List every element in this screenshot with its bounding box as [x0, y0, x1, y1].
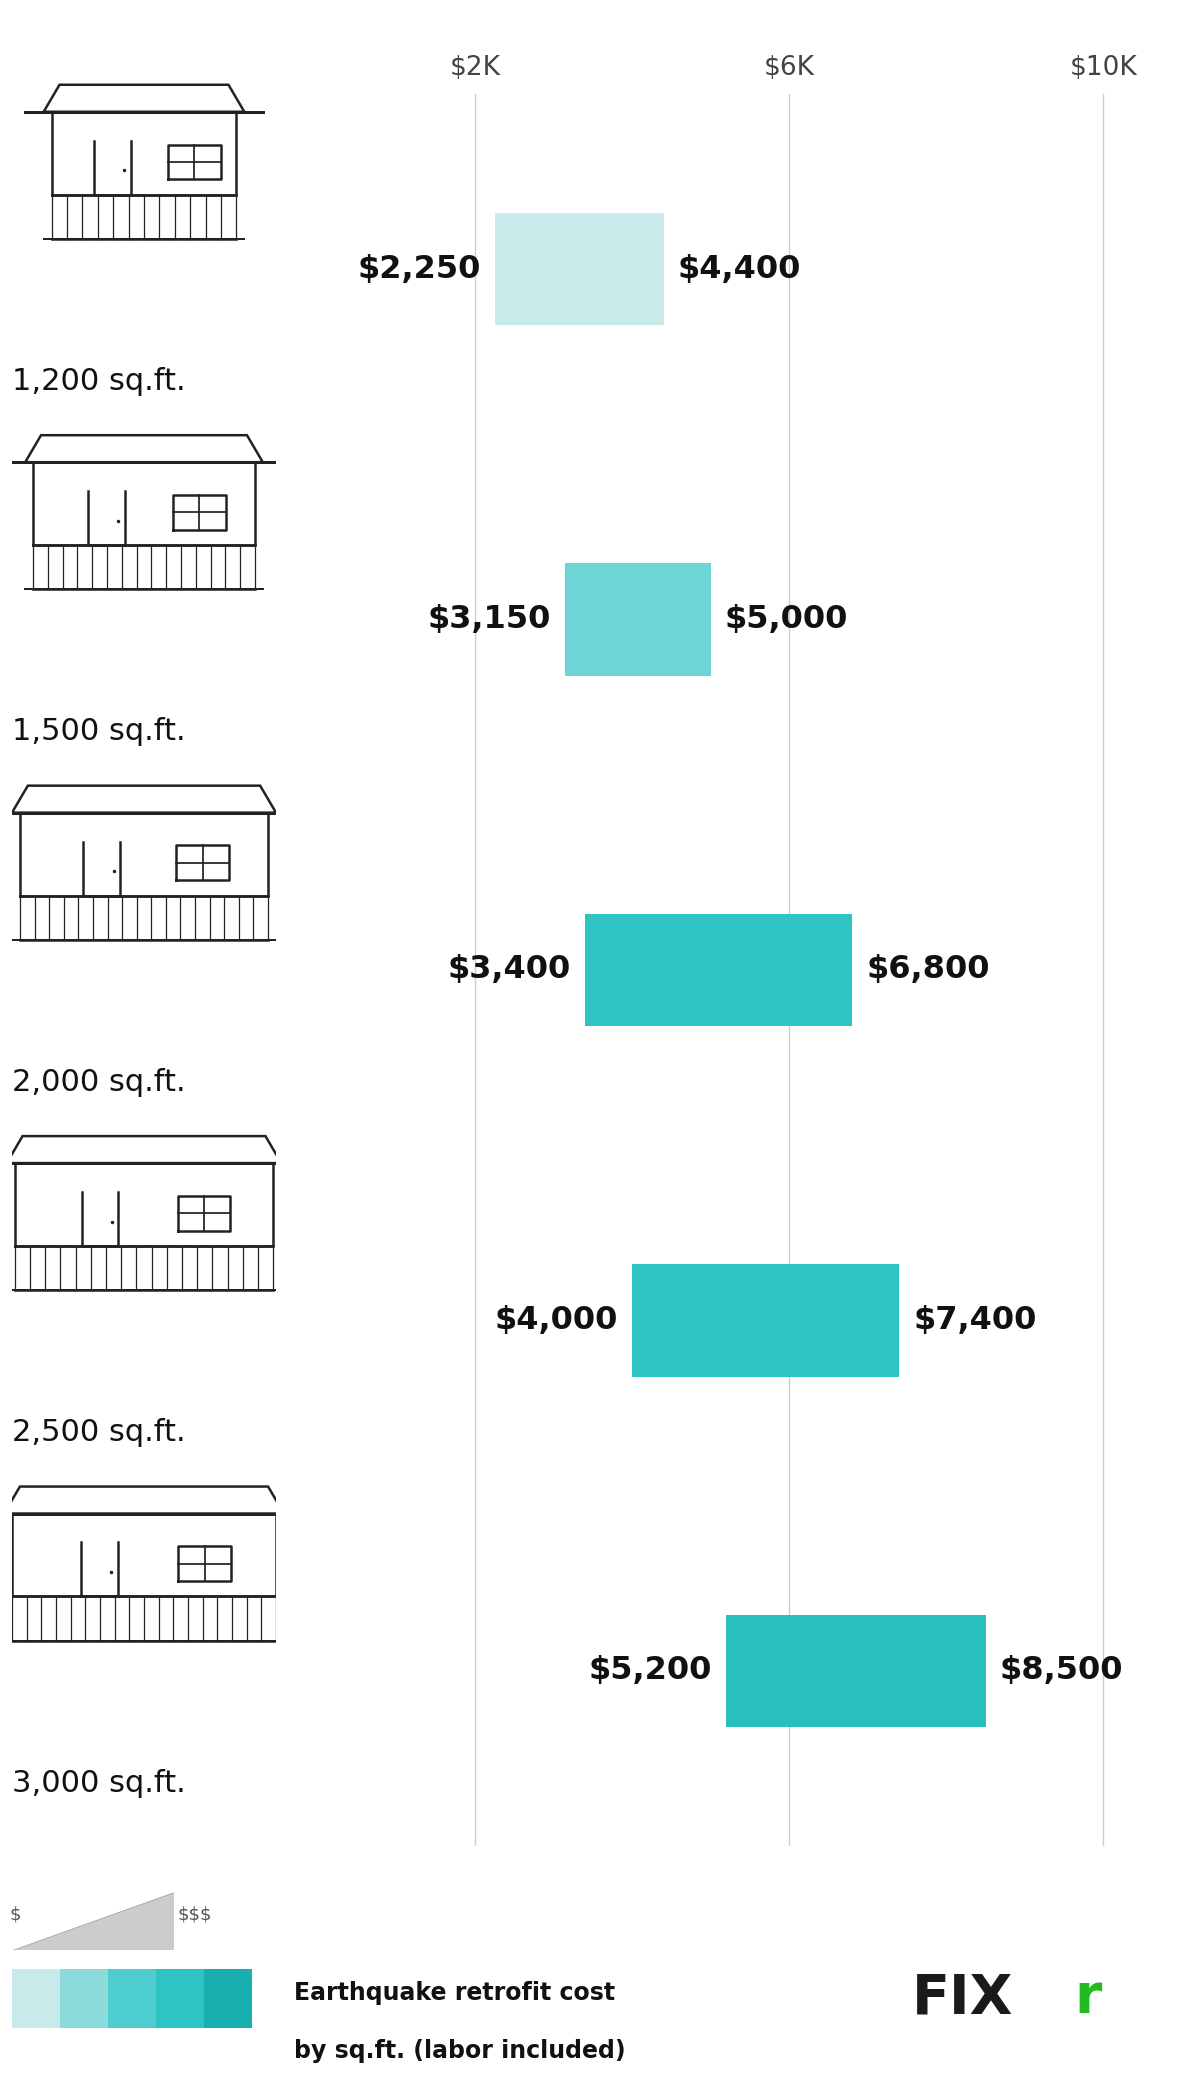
Text: $4,000: $4,000: [494, 1306, 618, 1335]
Text: $8,500: $8,500: [1000, 1656, 1123, 1685]
Polygon shape: [43, 86, 245, 113]
Bar: [586, 914, 852, 1026]
Text: $6,800: $6,800: [866, 955, 990, 985]
Polygon shape: [25, 436, 263, 463]
Text: FIX: FIX: [912, 1971, 1013, 2026]
Polygon shape: [7, 1137, 281, 1164]
Text: 2,500 sq.ft.: 2,500 sq.ft.: [12, 1418, 186, 1448]
Polygon shape: [4, 1487, 284, 1514]
Polygon shape: [12, 786, 276, 814]
Text: $7,400: $7,400: [913, 1306, 1037, 1335]
Text: $6K: $6K: [763, 56, 815, 81]
Text: $2K: $2K: [450, 56, 500, 81]
Text: r: r: [1074, 1971, 1102, 2026]
Text: $$$: $$$: [178, 1907, 212, 1923]
Text: $4,400: $4,400: [678, 254, 802, 284]
Text: $3,150: $3,150: [428, 605, 551, 634]
Text: 1,500 sq.ft.: 1,500 sq.ft.: [12, 718, 186, 747]
Text: $2,250: $2,250: [358, 254, 480, 284]
Text: 1,200 sq.ft.: 1,200 sq.ft.: [12, 367, 186, 396]
Text: $3,400: $3,400: [448, 955, 571, 985]
Text: by sq.ft. (labor included): by sq.ft. (labor included): [294, 2038, 625, 2063]
Text: $10K: $10K: [1069, 56, 1138, 81]
Bar: [565, 563, 710, 676]
Text: 2,000 sq.ft.: 2,000 sq.ft.: [12, 1068, 186, 1097]
Polygon shape: [12, 1892, 174, 1950]
Text: $: $: [10, 1907, 22, 1923]
Bar: [632, 1264, 899, 1377]
Text: 3,000 sq.ft.: 3,000 sq.ft.: [12, 1769, 186, 1798]
Bar: [494, 213, 664, 325]
Bar: [726, 1615, 985, 1727]
Text: $5,000: $5,000: [725, 605, 848, 634]
Text: $5,200: $5,200: [589, 1656, 713, 1685]
Text: Earthquake retrofit cost: Earthquake retrofit cost: [294, 1980, 616, 2005]
